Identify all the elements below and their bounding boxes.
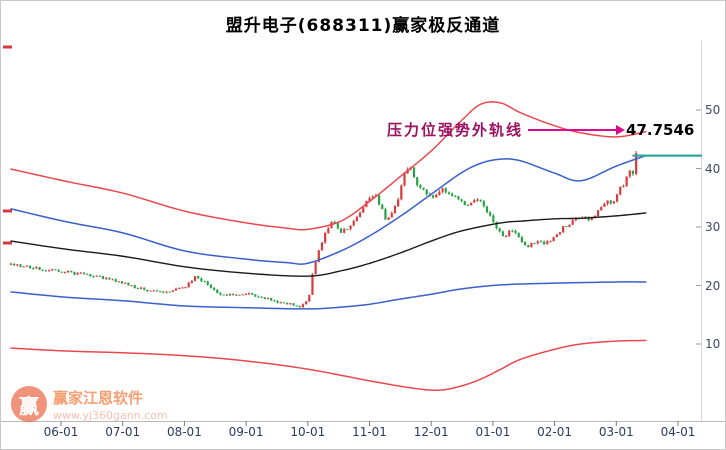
pressure-annotation: 压力位强势外轨线 47.7546 [387, 119, 694, 140]
brand-logo-glyph: 赢 [19, 393, 39, 418]
watermark-url: www.yj360gann.com [53, 408, 168, 422]
brand-logo-icon: 赢 [11, 386, 47, 422]
watermark-brand: 赢家江恩软件 [53, 388, 144, 407]
pressure-annotation-label: 压力位强势外轨线 [387, 121, 524, 139]
watermark: 赢 赢家江恩软件 www.yj360gann.com [11, 386, 168, 422]
pressure-arrow-icon [528, 124, 626, 135]
pressure-value: 47.7546 [626, 120, 695, 139]
watermark-text: 赢家江恩软件 www.yj360gann.com [53, 387, 168, 422]
